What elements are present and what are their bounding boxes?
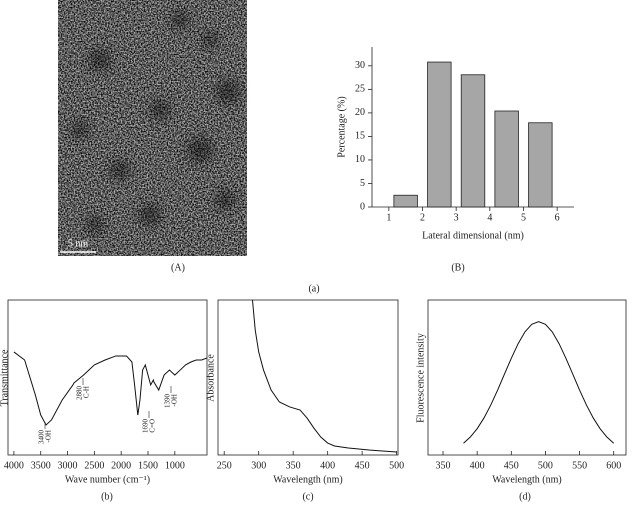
bar [528,122,553,208]
y-tick-label: 5 [360,178,365,189]
y-axis-label: Transmittance [0,349,10,406]
x-tick-label: 300 [251,460,266,471]
panel-label: (b) [101,491,113,502]
x-tick-label: 1500 [138,460,158,471]
x-tick-label: 600 [606,460,621,471]
figure-label: (a) [308,283,319,294]
y-tick-label: 20 [355,107,365,118]
x-tick-label: 3 [454,212,459,223]
x-tick-label: 350 [436,460,451,471]
bar [494,110,519,208]
plot-frame [7,299,208,456]
y-tick-label: 15 [355,131,365,142]
annotation: 2880 [76,386,84,401]
annotation: C-H [83,386,91,398]
x-tick-label: 500 [538,460,553,471]
y-axis-label: Fluorescence intensity [415,333,426,423]
annotation: 1390 [164,394,172,409]
bar [393,194,418,208]
x-axis-label: Wave number (cm⁻¹) [65,474,150,485]
x-tick-label: 450 [504,460,519,471]
x-tick-label: 1 [386,212,391,223]
x-tick-label: 4000 [4,460,24,471]
x-tick-label: 3000 [58,460,78,471]
annotation: -OH [171,394,179,406]
bar [460,74,486,208]
panel-label: (d) [519,491,531,502]
x-axis-label: Wavelength (nm) [273,474,342,485]
x-tick-label: 3500 [31,460,51,471]
y-tick-label: 30 [355,60,365,71]
annotation: C=O [149,419,157,433]
x-tick-label: 1000 [165,460,185,471]
x-tick-label: 5 [521,212,526,223]
x-tick-label: 400 [320,460,335,471]
x-axis-label: Lateral dimensional (nm) [422,230,524,241]
spectrum-line [251,300,397,453]
spectrum-line [13,351,207,426]
x-tick-label: 350 [286,460,301,471]
y-tick-label: 25 [355,84,365,95]
bar [427,61,452,208]
x-tick-label: 550 [572,460,587,471]
plot-frame [217,299,399,456]
annotation: 1690 [142,419,150,434]
x-tick-label: 450 [355,460,370,471]
x-axis-label: Wavelength (nm) [492,474,561,485]
y-tick-label: 10 [355,154,365,165]
y-axis-label: Percentage (%) [336,96,347,157]
scale-bar-label: 5 nm [68,238,89,249]
x-tick-label: 2 [420,212,425,223]
x-tick-label: 2000 [111,460,131,471]
annotation: 3400 [38,430,46,445]
y-tick-label: 0 [360,201,365,212]
annotation: -OH [45,430,53,442]
x-tick-label: 2500 [84,460,104,471]
panel-label: (c) [302,491,313,502]
panel-label: (A) [171,262,185,273]
x-tick-label: 4 [487,212,492,223]
x-tick-label: 250 [217,460,232,471]
spectrum-line [463,321,615,444]
x-tick-label: 6 [555,212,560,223]
panel-label: (B) [451,262,464,273]
x-tick-label: 500 [389,460,404,471]
plot-frame [427,299,627,456]
tem-image: 5 nm [58,0,247,256]
x-tick-label: 400 [470,460,485,471]
y-axis-label: Absorbance [205,354,216,402]
